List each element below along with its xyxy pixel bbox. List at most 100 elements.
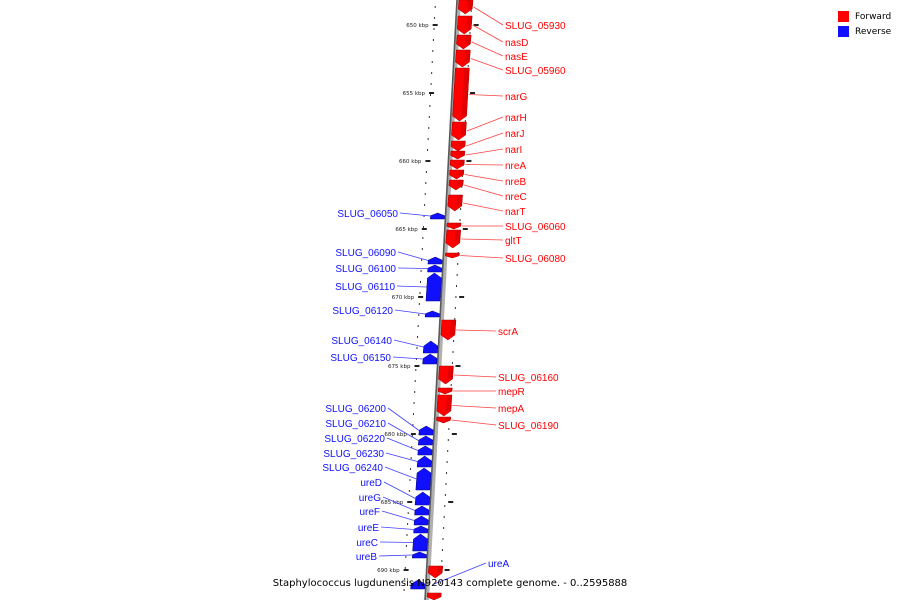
label-leader (460, 255, 504, 259)
track-dot (433, 28, 435, 30)
tick-mark-left (410, 433, 416, 435)
legend-label-reverse: Reverse (855, 26, 892, 37)
track-dot (431, 72, 433, 74)
label-leader (381, 510, 415, 521)
gene-mepr (437, 387, 453, 395)
track-dot (428, 127, 430, 129)
track-dot (414, 391, 416, 393)
tick-mark-right (470, 92, 476, 94)
track-dot (441, 560, 443, 562)
track-dot (432, 39, 434, 41)
gene-unlabeled-forward-0-shade (437, 566, 443, 573)
legend-label-forward: Forward (855, 11, 892, 22)
gene-mepa (436, 394, 453, 417)
gene-label-slug-06230: SLUG_06230 (323, 449, 384, 460)
gene-label-nrec: nreC (505, 192, 527, 203)
track-dot (415, 369, 417, 371)
gene-slug-06200 (418, 425, 434, 436)
tick-label: 665 kbp (395, 227, 418, 233)
track-dot (412, 413, 414, 415)
label-leader (432, 562, 487, 585)
gene-slug-06220 (417, 445, 433, 456)
track-dot (414, 380, 416, 382)
label-leader (397, 267, 428, 269)
track-dot (454, 318, 456, 320)
track-dot (447, 450, 449, 452)
tick-mark-left (432, 24, 438, 26)
track-dot (455, 296, 457, 298)
gene-slug-06110 (425, 272, 442, 302)
label-leader (379, 541, 414, 543)
track-dot (453, 340, 455, 342)
track-dot (448, 428, 450, 430)
gene-label-narg: narG (505, 92, 527, 103)
gene-nrec (448, 179, 464, 191)
gene-slug-06240 (415, 467, 432, 491)
track-dot (407, 512, 409, 514)
legend-item-forward: Forward (838, 9, 891, 24)
tick-mark-right (455, 365, 461, 367)
gene-slug-06060 (446, 222, 462, 230)
track-dot (425, 171, 427, 173)
gene-label-ured: ureD (360, 478, 382, 489)
track-dot (424, 193, 426, 195)
track-dot (424, 204, 426, 206)
track-dot (422, 237, 424, 239)
tick-label: 670 kbp (392, 295, 415, 301)
label-leader (453, 374, 497, 378)
label-leader (399, 212, 431, 217)
gene-narh-shade (460, 122, 467, 135)
label-leader (384, 466, 417, 480)
track-dot (454, 307, 456, 309)
genes-layer (410, 0, 474, 600)
track-dot (420, 281, 422, 283)
gene-narj-shade (459, 141, 466, 147)
track-dot (460, 208, 462, 210)
gene-label-slug-06240: SLUG_06240 (322, 463, 383, 474)
tick-mark-right (466, 160, 472, 162)
tick-label: 655 kbp (403, 91, 426, 97)
gene-nart-shade (456, 195, 463, 206)
label-leader (464, 174, 504, 182)
track-dot (441, 549, 443, 551)
track-dot (408, 490, 410, 492)
gene-label-slug-06120: SLUG_06120 (332, 306, 393, 317)
gene-narg-shade (461, 68, 470, 116)
track-dot (406, 534, 408, 536)
track-dot (451, 362, 453, 364)
gene-label-scra: scrA (498, 327, 518, 338)
gene-slug-06190 (436, 416, 452, 424)
label-leader (470, 58, 504, 71)
gene-nreb-shade (458, 170, 464, 175)
gene-label-nari: narI (505, 145, 522, 156)
track-dot (410, 468, 412, 470)
track-dot (457, 263, 459, 265)
label-leader (464, 184, 504, 197)
gene-label-ureg: ureG (359, 493, 381, 504)
track-dot (416, 347, 418, 349)
track-dot (421, 248, 423, 250)
track-dot (418, 314, 420, 316)
label-leader (383, 481, 416, 499)
track-dot (456, 285, 458, 287)
tick-label: 680 kbp (384, 432, 407, 438)
gene-narg (452, 67, 470, 122)
gene-label-urec: ureC (356, 538, 378, 549)
gene-mepa-shade (445, 395, 452, 411)
track-dot (450, 384, 452, 386)
track-dot (446, 461, 448, 463)
gene-nreb (449, 169, 465, 180)
track-dot (425, 182, 427, 184)
label-leader (451, 419, 497, 426)
gene-label-slug-06050: SLUG_06050 (337, 209, 398, 220)
gene-nrea (449, 159, 465, 170)
label-leader (380, 526, 414, 530)
track-dot (444, 505, 446, 507)
track-dot (427, 149, 429, 151)
gene-label-nasd: nasD (505, 38, 528, 49)
gene-slug-05930-shade (467, 0, 473, 9)
gene-nart (447, 194, 463, 212)
label-leader (392, 356, 423, 360)
gene-label-slug-06090: SLUG_06090 (335, 248, 396, 259)
tick-label: 690 kbp (377, 568, 400, 574)
